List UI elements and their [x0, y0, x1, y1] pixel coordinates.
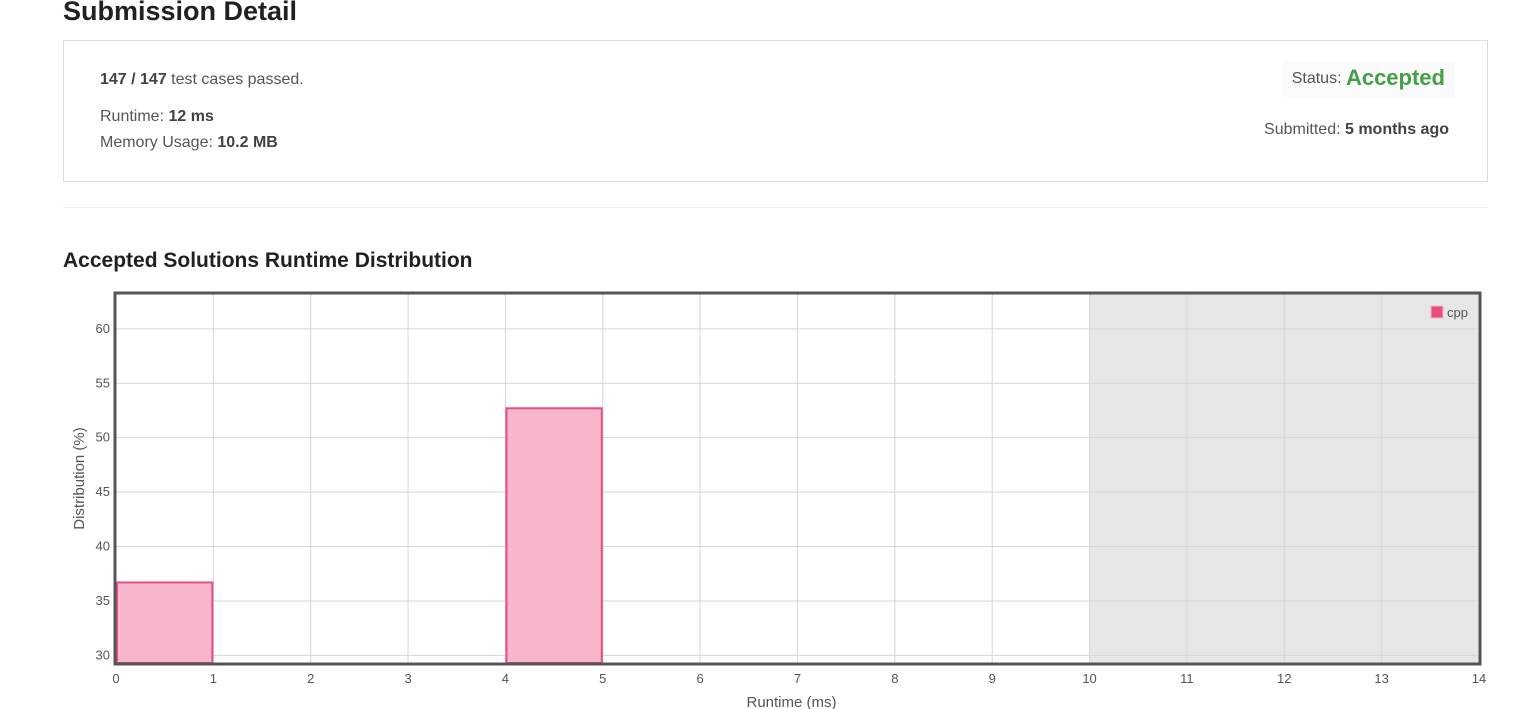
- chart-title: Accepted Solutions Runtime Distribution: [63, 249, 473, 272]
- x-tick-label: 14: [1472, 671, 1486, 686]
- status-badge: Status: Accepted: [1281, 61, 1455, 97]
- cases-passed-text: test cases passed.: [166, 71, 304, 88]
- x-tick-label: 2: [307, 671, 314, 686]
- test-cases-row: 147 / 147 test cases passed.: [100, 70, 304, 90]
- memory-value: 10.2 MB: [217, 134, 278, 151]
- x-tick-label: 10: [1082, 671, 1096, 686]
- x-tick-label: 7: [794, 671, 801, 686]
- submitted-label: Submitted:: [1264, 121, 1345, 138]
- submitted-row: Submitted: 5 months ago: [1264, 120, 1449, 140]
- y-tick-label: 60: [96, 321, 110, 336]
- runtime-row: Runtime: 12 ms: [100, 107, 214, 127]
- y-tick-label: 35: [96, 593, 110, 608]
- status-accepted-link[interactable]: Accepted: [1345, 65, 1445, 90]
- y-tick-label: 40: [96, 539, 110, 554]
- cases-passed-count: 147 / 147: [100, 71, 167, 88]
- x-tick-label: 5: [599, 671, 606, 686]
- runtime-label: Runtime:: [100, 108, 169, 125]
- x-tick-label: 1: [210, 671, 217, 686]
- histogram-bar-cpp[interactable]: [505, 407, 603, 664]
- x-tick-label: 12: [1277, 671, 1291, 686]
- x-axis-label: Runtime (ms): [746, 694, 836, 709]
- y-tick-label: 45: [96, 484, 110, 499]
- y-tick-label: 50: [96, 430, 110, 445]
- histogram-bar-cpp[interactable]: [116, 581, 214, 665]
- x-tick-label: 0: [112, 671, 119, 686]
- page-title: Submission Detail: [63, 0, 298, 26]
- submitted-value: 5 months ago: [1344, 121, 1449, 138]
- memory-label: Memory Usage:: [100, 134, 218, 151]
- memory-row: Memory Usage: 10.2 MB: [100, 133, 278, 153]
- submission-summary-panel: 147 / 147 test cases passed. Runtime: 12…: [63, 40, 1488, 182]
- legend-label-cpp[interactable]: cpp: [1447, 305, 1468, 320]
- legend-swatch-cpp[interactable]: [1430, 305, 1444, 319]
- x-tick-label: 6: [697, 671, 704, 686]
- x-tick-label: 13: [1374, 671, 1388, 686]
- y-tick-label: 30: [96, 647, 110, 662]
- chart-plot-frame: [113, 291, 1482, 666]
- x-tick-label: 11: [1180, 671, 1194, 686]
- x-tick-label: 8: [891, 671, 898, 686]
- runtime-value: 12 ms: [168, 108, 214, 125]
- x-tick-label: 4: [502, 671, 509, 686]
- section-divider: [63, 207, 1488, 208]
- status-label: Status:: [1291, 70, 1346, 87]
- y-axis-label: Distribution (%): [71, 427, 88, 530]
- x-tick-label: 9: [989, 671, 996, 686]
- x-tick-label: 3: [404, 671, 411, 686]
- y-tick-label: 55: [96, 375, 110, 390]
